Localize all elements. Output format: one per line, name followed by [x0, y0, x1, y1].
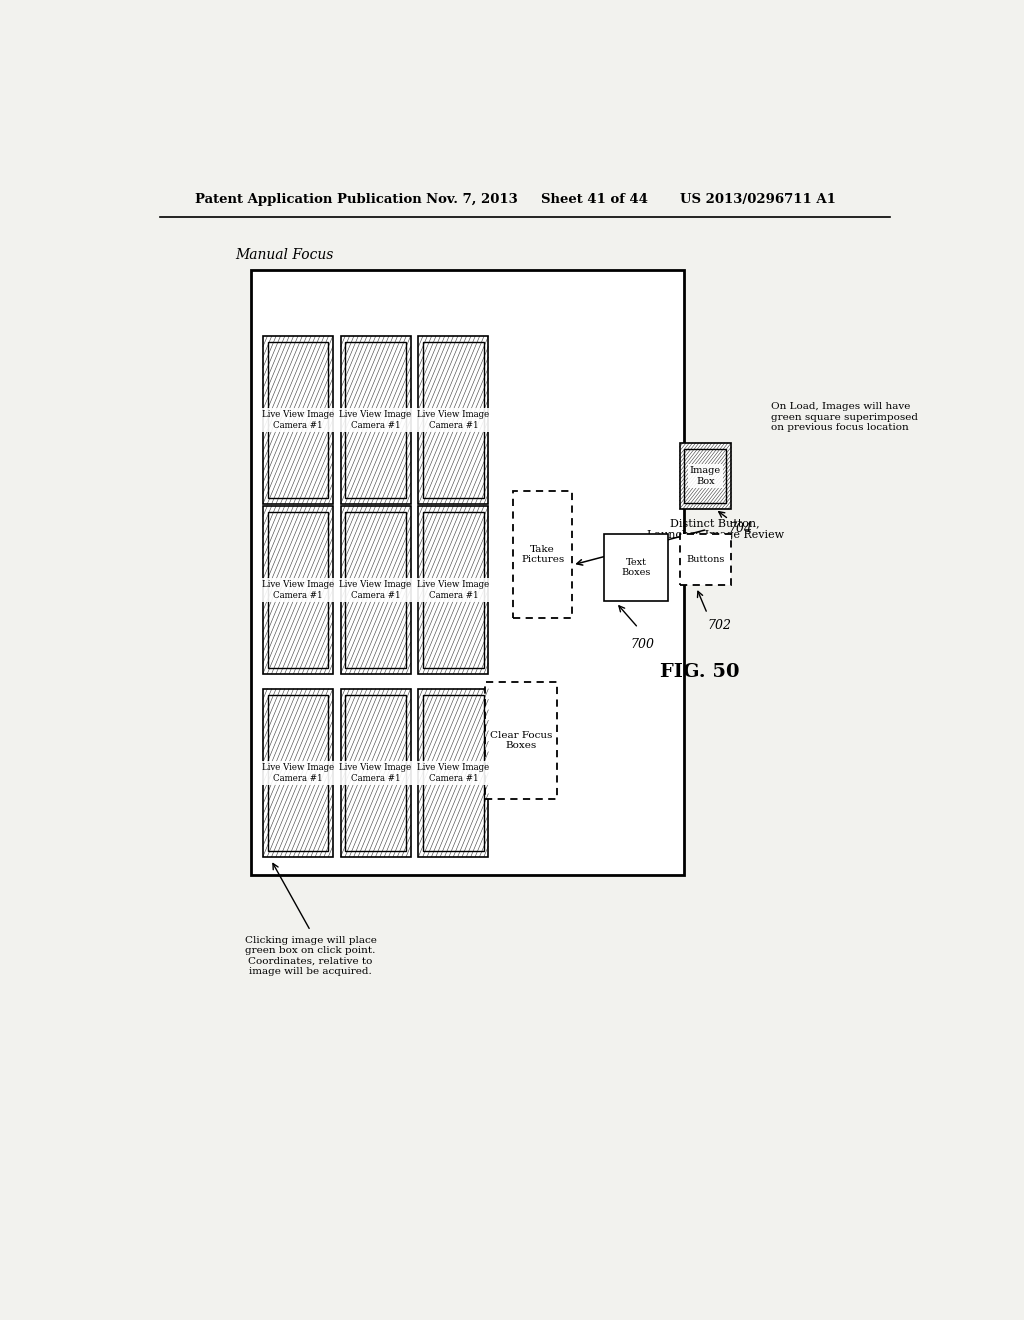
Text: FIG. 50: FIG. 50 [659, 663, 739, 681]
Text: Sheet 41 of 44: Sheet 41 of 44 [541, 193, 647, 206]
Text: Patent Application Publication: Patent Application Publication [196, 193, 422, 206]
Bar [423, 512, 483, 668]
Text: On Load, Images will have
green square superimposed
on previous focus location: On Load, Images will have green square s… [771, 403, 918, 432]
Text: Live View Image
Camera #1: Live View Image Camera #1 [340, 581, 412, 599]
Text: Text
Boxes: Text Boxes [622, 558, 650, 577]
Text: Live View Image
Camera #1: Live View Image Camera #1 [340, 763, 412, 783]
Bar [485, 682, 557, 799]
Text: Live View Image
Camera #1: Live View Image Camera #1 [262, 763, 334, 783]
Text: 702: 702 [708, 619, 731, 632]
Text: Live View Image
Camera #1: Live View Image Camera #1 [262, 411, 334, 430]
Bar [680, 535, 731, 585]
Bar [263, 689, 333, 857]
Bar [345, 696, 406, 850]
Text: Manual Focus: Manual Focus [236, 248, 334, 261]
Bar [263, 337, 333, 504]
Bar [251, 271, 684, 875]
Bar [267, 696, 328, 850]
Text: Distinct Button,
Launches Image Review: Distinct Button, Launches Image Review [647, 517, 783, 540]
Bar [604, 535, 668, 601]
Bar [423, 342, 483, 498]
Text: 700: 700 [631, 638, 654, 651]
Text: Clear Focus
Boxes: Clear Focus Boxes [489, 730, 552, 750]
Text: Image
Box: Image Box [690, 466, 721, 486]
Text: Clicking image will place
green box on click point.
Coordinates, relative to
ima: Clicking image will place green box on c… [245, 936, 377, 977]
Bar [680, 444, 731, 510]
Bar [423, 696, 483, 850]
Text: Live View Image
Camera #1: Live View Image Camera #1 [340, 411, 412, 430]
Text: Buttons: Buttons [686, 556, 725, 565]
Bar [341, 689, 411, 857]
Text: Nov. 7, 2013: Nov. 7, 2013 [426, 193, 517, 206]
Bar [684, 449, 726, 503]
Bar [513, 491, 572, 618]
Bar [263, 506, 333, 673]
Bar [419, 506, 488, 673]
Text: Live View Image
Camera #1: Live View Image Camera #1 [417, 411, 489, 430]
Bar [345, 512, 406, 668]
Bar [419, 689, 488, 857]
Text: Live View Image
Camera #1: Live View Image Camera #1 [417, 581, 489, 599]
Bar [341, 506, 411, 673]
Bar [345, 342, 406, 498]
Text: 704: 704 [729, 523, 753, 536]
Bar [419, 337, 488, 504]
Bar [341, 337, 411, 504]
Bar [267, 512, 328, 668]
Bar [267, 342, 328, 498]
Text: US 2013/0296711 A1: US 2013/0296711 A1 [680, 193, 836, 206]
Text: Take
Pictures: Take Pictures [521, 545, 564, 564]
Text: Live View Image
Camera #1: Live View Image Camera #1 [262, 581, 334, 599]
Text: Live View Image
Camera #1: Live View Image Camera #1 [417, 763, 489, 783]
